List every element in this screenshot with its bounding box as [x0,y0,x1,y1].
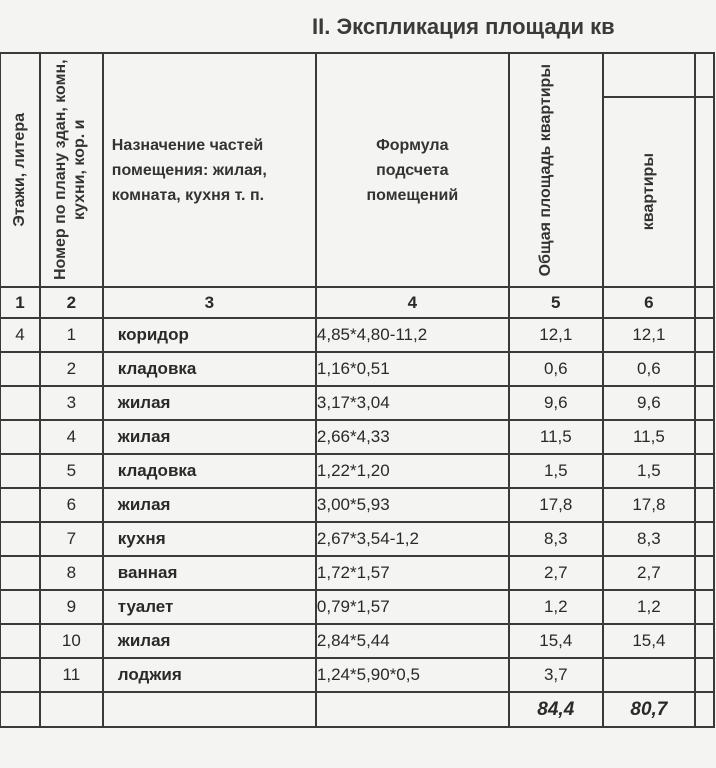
flat-area-cell: 11,5 [601,419,696,455]
table-row: 7 кухня 2,67*3,54-1,2 8,3 8,3 [0,521,716,557]
table-row: 8 ванная 1,72*1,57 2,7 2,7 [0,555,716,591]
header-floor: Этажи, литера [11,113,29,227]
formula-cell: 1,16*0,51 [314,351,510,387]
formula-cell: 1,24*5,90*0,5 [314,657,510,693]
header-number: Номер по плану здан, комн, кухни, кор. и [52,59,89,281]
total-area-sum: 84,4 [507,691,604,728]
col-num: 5 [507,286,604,319]
document-title: II. Экспликация площади кв [312,14,615,39]
total-area-cell: 3,7 [507,657,604,693]
table-row: 2 кладовка 1,16*0,51 0,6 0,6 [0,351,716,387]
room-name-cell: кладовка [101,453,317,489]
room-name-cell: жилая [101,623,317,659]
total-area-cell: 12,1 [507,317,604,353]
room-number-cell: 8 [38,555,104,591]
flat-area-cell: 9,6 [601,385,696,421]
room-name-cell: лоджия [101,657,317,693]
header-purpose: Назначение частей помещения: жилая, комн… [111,136,267,204]
floor-cell [0,555,41,591]
table-row: 10 жилая 2,84*5,44 15,4 15,4 [0,623,716,659]
room-name-cell: жилая [101,385,317,421]
floor-cell [0,623,41,659]
floor-cell [0,351,41,387]
formula-cell: 1,22*1,20 [314,453,510,489]
formula-cell: 2,67*3,54-1,2 [314,521,510,557]
total-area-cell: 17,8 [507,487,604,523]
table-row: 6 жилая 3,00*5,93 17,8 17,8 [0,487,716,523]
room-number-cell: 11 [38,657,104,693]
floor-cell: 4 [0,317,41,353]
formula-cell: 2,66*4,33 [314,419,510,455]
total-row: 84,4 80,7 [0,691,716,728]
floor-cell [0,487,41,523]
col-num: 4 [314,286,510,319]
floor-cell [0,385,41,421]
room-number-cell: 10 [38,623,104,659]
total-area-cell: 0,6 [507,351,604,387]
flat-area-cell: 2,7 [601,555,696,591]
flat-area-cell: 15,4 [601,623,696,659]
table-row: 9 туалет 0,79*1,57 1,2 1,2 [0,589,716,625]
room-name-cell: кухня [101,521,317,557]
formula-cell: 1,72*1,57 [314,555,510,591]
header-total-area: Общая площадь квартиры [536,63,554,277]
total-area-cell: 11,5 [507,419,604,455]
room-name-cell: жилая [101,419,317,455]
table-row: 5 кладовка 1,22*1,20 1,5 1,5 [0,453,716,489]
formula-cell: 0,79*1,57 [314,589,510,625]
header-formula: Формула подсчета помещений [366,136,459,204]
formula-cell: 3,00*5,93 [314,487,510,523]
flat-area-cell: 1,5 [601,453,696,489]
total-area-cell: 15,4 [507,623,604,659]
room-name-cell: жилая [101,487,317,523]
room-number-cell: 5 [38,453,104,489]
header-row: Этажи, литера Номер по плану здан, комн,… [0,52,716,288]
floor-cell [0,589,41,625]
header-flat: квартиры [640,153,658,231]
room-name-cell: коридор [101,317,317,353]
col-num: 6 [601,286,696,319]
table-row: 11 лоджия 1,24*5,90*0,5 3,7 [0,657,716,693]
table-row: 3 жилая 3,17*3,04 9,6 9,6 [0,385,716,421]
room-number-cell: 2 [38,351,104,387]
table-row: 4 1 коридор 4,85*4,80-11,2 12,1 12,1 [0,317,716,353]
formula-cell: 2,84*5,44 [314,623,510,659]
total-area-cell: 2,7 [507,555,604,591]
col-num: 3 [101,286,317,319]
formula-cell: 4,85*4,80-11,2 [314,317,510,353]
column-number-row: 1 2 3 4 5 6 [0,286,716,319]
room-number-cell: 9 [38,589,104,625]
floor-cell [0,521,41,557]
room-name-cell: ванная [101,555,317,591]
room-name-cell: туалет [101,589,317,625]
room-number-cell: 6 [38,487,104,523]
floor-cell [0,657,41,693]
flat-area-cell: 17,8 [601,487,696,523]
total-area-cell: 9,6 [507,385,604,421]
flat-area-cell [601,657,696,693]
room-name-cell: кладовка [101,351,317,387]
room-number-cell: 4 [38,419,104,455]
flat-area-cell: 0,6 [601,351,696,387]
total-area-cell: 1,5 [507,453,604,489]
room-number-cell: 1 [38,317,104,353]
explication-table: Этажи, литера Номер по плану здан, комн,… [0,52,716,728]
total-area-cell: 1,2 [507,589,604,625]
flat-area-cell: 12,1 [601,317,696,353]
floor-cell [0,419,41,455]
room-number-cell: 3 [38,385,104,421]
col-num: 1 [0,286,41,319]
floor-cell [0,453,41,489]
table-row: 4 жилая 2,66*4,33 11,5 11,5 [0,419,716,455]
room-number-cell: 7 [38,521,104,557]
flat-area-sum: 80,7 [601,691,696,728]
formula-cell: 3,17*3,04 [314,385,510,421]
col-num: 2 [38,286,104,319]
flat-area-cell: 8,3 [601,521,696,557]
total-area-cell: 8,3 [507,521,604,557]
flat-area-cell: 1,2 [601,589,696,625]
